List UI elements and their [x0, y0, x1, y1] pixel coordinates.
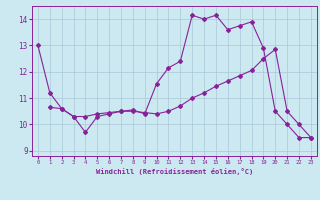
X-axis label: Windchill (Refroidissement éolien,°C): Windchill (Refroidissement éolien,°C)	[96, 168, 253, 175]
